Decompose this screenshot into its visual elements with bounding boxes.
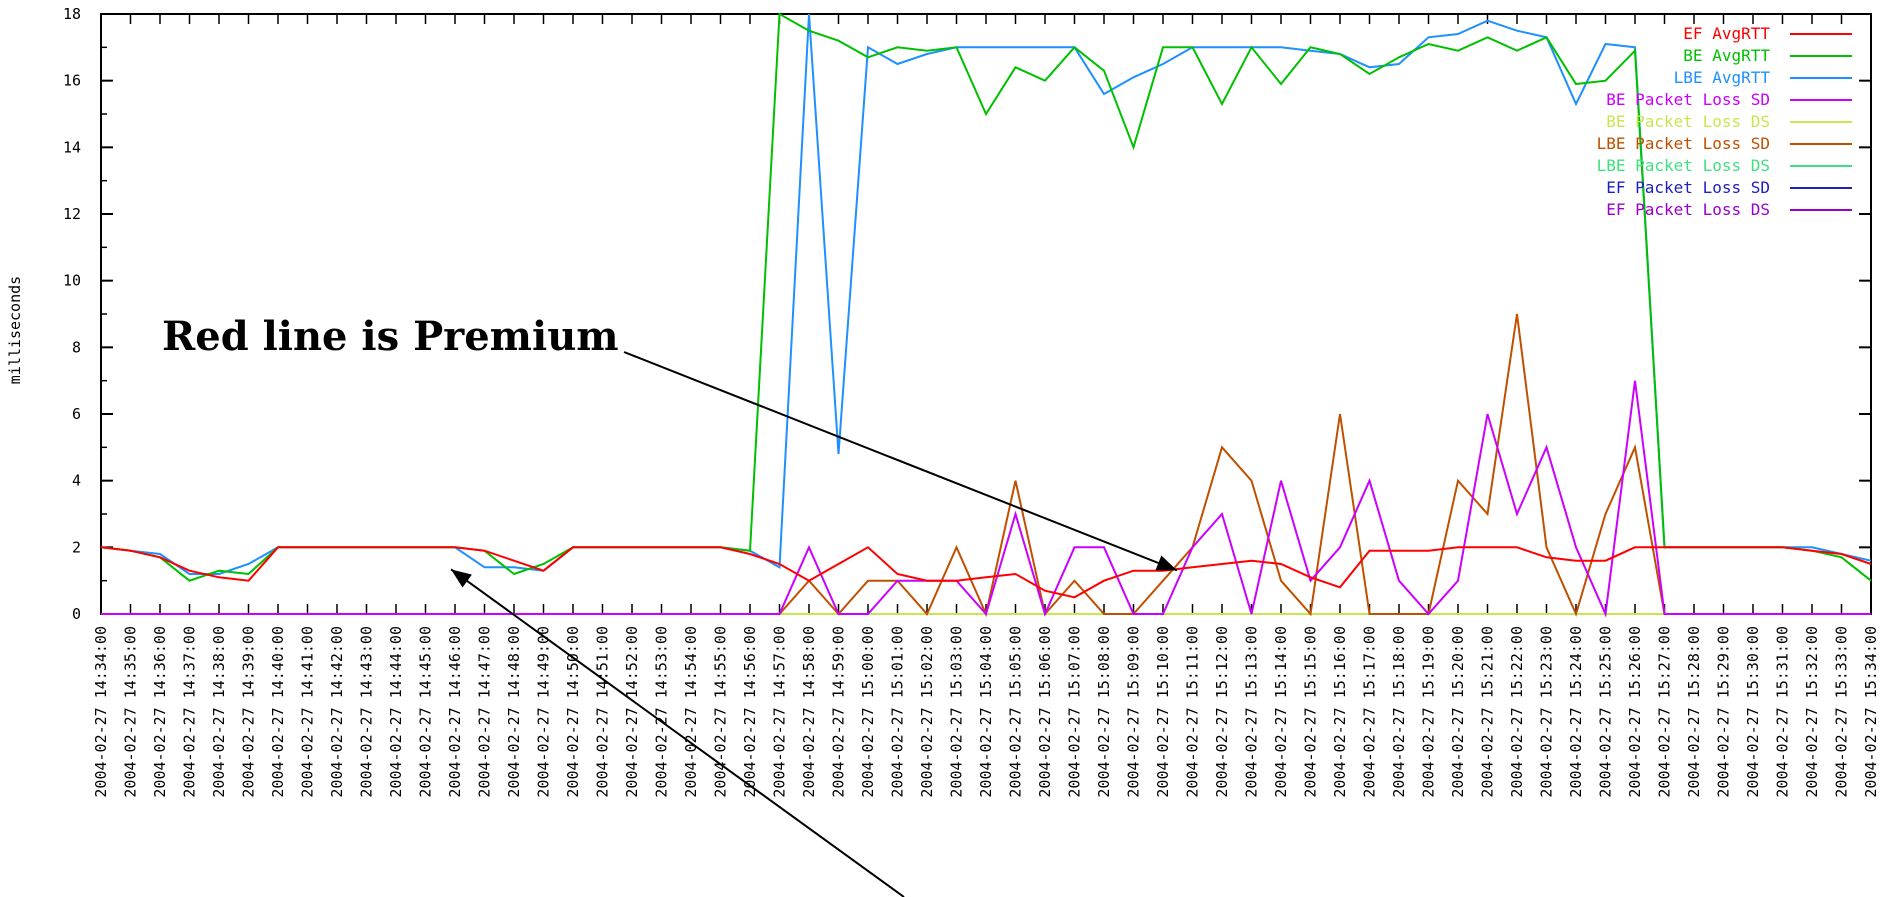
x-tick-label: 2004-02-27 15:03:00: [948, 626, 966, 798]
legend-label-be-avgrtt: BE AvgRTT: [1683, 46, 1770, 65]
x-tick-label: 2004-02-27 14:39:00: [240, 626, 258, 798]
x-tick-label: 2004-02-27 14:40:00: [269, 626, 287, 798]
x-tick-label: 2004-02-27 14:54:00: [682, 626, 700, 798]
x-tick-label: 2004-02-27 15:19:00: [1420, 626, 1438, 798]
annotation-arrow-lower-head: [451, 569, 472, 588]
x-tick-label: 2004-02-27 15:13:00: [1243, 626, 1261, 798]
y-tick-label: 4: [72, 472, 81, 490]
legend-label-lbe-packet-loss-sd: LBE Packet Loss SD: [1597, 134, 1770, 153]
x-tick-label: 2004-02-27 14:51:00: [594, 626, 612, 798]
annotation-layer: Red line is Premium: [162, 313, 1178, 897]
y-tick-label: 16: [63, 72, 81, 90]
x-tick-label: 2004-02-27 15:15:00: [1302, 626, 1320, 798]
x-tick-label: 2004-02-27 14:55:00: [712, 626, 730, 798]
x-tick-label: 2004-02-27 14:36:00: [151, 626, 169, 798]
x-tick-label: 2004-02-27 14:52:00: [623, 626, 641, 798]
x-tick-label: 2004-02-27 14:56:00: [741, 626, 759, 798]
x-tick-label: 2004-02-27 14:53:00: [653, 626, 671, 798]
x-tick-label: 2004-02-27 15:27:00: [1656, 626, 1674, 798]
y-tick-label: 14: [63, 138, 81, 156]
x-tick-label: 2004-02-27 15:29:00: [1715, 626, 1733, 798]
legend-label-be-packet-loss-sd: BE Packet Loss SD: [1606, 90, 1770, 109]
y-tick-label: 8: [72, 338, 81, 356]
x-tick-label: 2004-02-27 15:14:00: [1272, 626, 1290, 798]
x-tick-label: 2004-02-27 15:22:00: [1508, 626, 1526, 798]
x-tick-label: 2004-02-27 15:20:00: [1449, 626, 1467, 798]
x-tick-label: 2004-02-27 14:38:00: [210, 626, 228, 798]
x-tick-label: 2004-02-27 14:41:00: [299, 626, 317, 798]
legend-label-be-packet-loss-ds: BE Packet Loss DS: [1606, 112, 1770, 131]
legend-label-ef-avgrtt: EF AvgRTT: [1683, 24, 1770, 43]
x-tick-label: 2004-02-27 15:31:00: [1774, 626, 1792, 798]
annotation-arrow-lower-shaft: [450, 568, 905, 897]
x-tick-label: 2004-02-27 15:32:00: [1803, 626, 1821, 798]
y-tick-label: 10: [63, 272, 81, 290]
legend-label-ef-packet-loss-sd: EF Packet Loss SD: [1606, 178, 1770, 197]
annotation-red-line-premium: Red line is Premium: [162, 313, 619, 360]
legend: EF AvgRTT BE AvgRTT LBE AvgRTT BE Packet Lo…: [1597, 24, 1852, 219]
y-tick-label: 12: [63, 205, 81, 223]
x-tick-label: 2004-02-27 15:09:00: [1125, 626, 1143, 798]
x-tick-label: 2004-02-27 14:34:00: [92, 626, 110, 798]
x-tick-label: 2004-02-27 14:35:00: [122, 626, 140, 798]
x-tick-label: 2004-02-27 15:05:00: [1007, 626, 1025, 798]
x-tick-label: 2004-02-27 14:47:00: [476, 626, 494, 798]
x-tick-label: 2004-02-27 14:37:00: [181, 626, 199, 798]
x-tick-label: 2004-02-27 14:48:00: [505, 626, 523, 798]
x-tick-label: 2004-02-27 15:12:00: [1213, 626, 1231, 798]
x-tick-label: 2004-02-27 14:45:00: [417, 626, 435, 798]
x-tick-label: 2004-02-27 15:02:00: [918, 626, 936, 798]
x-tick-label: 2004-02-27 15:21:00: [1479, 626, 1497, 798]
x-tick-label: 2004-02-27 15:00:00: [859, 626, 877, 798]
legend-label-lbe-packet-loss-ds: LBE Packet Loss DS: [1597, 156, 1770, 175]
x-tick-label: 2004-02-27 14:46:00: [446, 626, 464, 798]
y-tick-label: 18: [63, 5, 81, 23]
series-line-be-packet-loss-sd: [101, 380, 1871, 618]
x-tick-label: 2004-02-27 14:57:00: [771, 626, 789, 798]
annotation-arrow-premium-head: [1155, 555, 1177, 571]
x-tick-label: 2004-02-27 14:49:00: [535, 626, 553, 798]
series-layer: [100, 12, 1872, 618]
x-tick-label: 2004-02-27 15:34:00: [1862, 626, 1880, 798]
legend-label-lbe-avgrtt: LBE AvgRTT: [1674, 68, 1771, 87]
y-tick-label: 6: [72, 405, 81, 423]
legend-label-ef-packet-loss-ds: EF Packet Loss DS: [1606, 200, 1770, 219]
x-tick-label: 2004-02-27 14:59:00: [830, 626, 848, 798]
x-tick-label: 2004-02-27 15:07:00: [1066, 626, 1084, 798]
x-tick-label: 2004-02-27 15:23:00: [1538, 626, 1556, 798]
series-line-ef-avgrtt: [100, 546, 1872, 599]
x-tick-label: 2004-02-27 15:33:00: [1833, 626, 1851, 798]
x-tick-label: 2004-02-27 14:44:00: [387, 626, 405, 798]
y-tick-label: 0: [72, 605, 81, 623]
x-tick-label: 2004-02-27 14:42:00: [328, 626, 346, 798]
x-tick-label: 2004-02-27 15:25:00: [1597, 626, 1615, 798]
x-tick-label: 2004-02-27 15:11:00: [1184, 626, 1202, 798]
x-tick-label: 2004-02-27 15:17:00: [1361, 626, 1379, 798]
x-tick-label: 2004-02-27 15:16:00: [1331, 626, 1349, 798]
y-tick-label: 2: [72, 538, 81, 556]
x-tick-label: 2004-02-27 15:28:00: [1685, 626, 1703, 798]
y-axis: 0 2 4 6 8 10 12 14 16 18: [63, 5, 1871, 623]
x-tick-label: 2004-02-27 15:30:00: [1744, 626, 1762, 798]
x-tick-label: 2004-02-27 14:43:00: [358, 626, 376, 798]
x-axis: 2004-02-27 14:34:00 2004-02-27 14:35:00 20…: [92, 14, 1880, 798]
y-axis-label: milliseconds: [6, 276, 24, 384]
x-tick-label: 2004-02-27 15:08:00: [1095, 626, 1113, 798]
x-tick-label: 2004-02-27 14:58:00: [800, 626, 818, 798]
x-tick-label: 2004-02-27 15:06:00: [1036, 626, 1054, 798]
x-tick-label: 2004-02-27 15:18:00: [1390, 626, 1408, 798]
x-tick-label: 2004-02-27 15:26:00: [1626, 626, 1644, 798]
x-tick-label: 2004-02-27 14:50:00: [564, 626, 582, 798]
x-tick-label: 2004-02-27 15:10:00: [1154, 626, 1172, 798]
annotation-arrow-premium-shaft: [623, 351, 1178, 572]
x-tick-label: 2004-02-27 15:01:00: [889, 626, 907, 798]
x-tick-label: 2004-02-27 15:24:00: [1567, 626, 1585, 798]
x-tick-label: 2004-02-27 15:04:00: [977, 626, 995, 798]
